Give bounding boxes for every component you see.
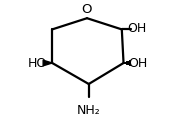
Text: O: O bbox=[82, 3, 92, 16]
Text: HO: HO bbox=[28, 57, 47, 70]
Text: OH: OH bbox=[128, 57, 147, 70]
Text: OH: OH bbox=[127, 22, 146, 34]
Polygon shape bbox=[43, 60, 52, 66]
Text: NH₂: NH₂ bbox=[77, 104, 101, 117]
